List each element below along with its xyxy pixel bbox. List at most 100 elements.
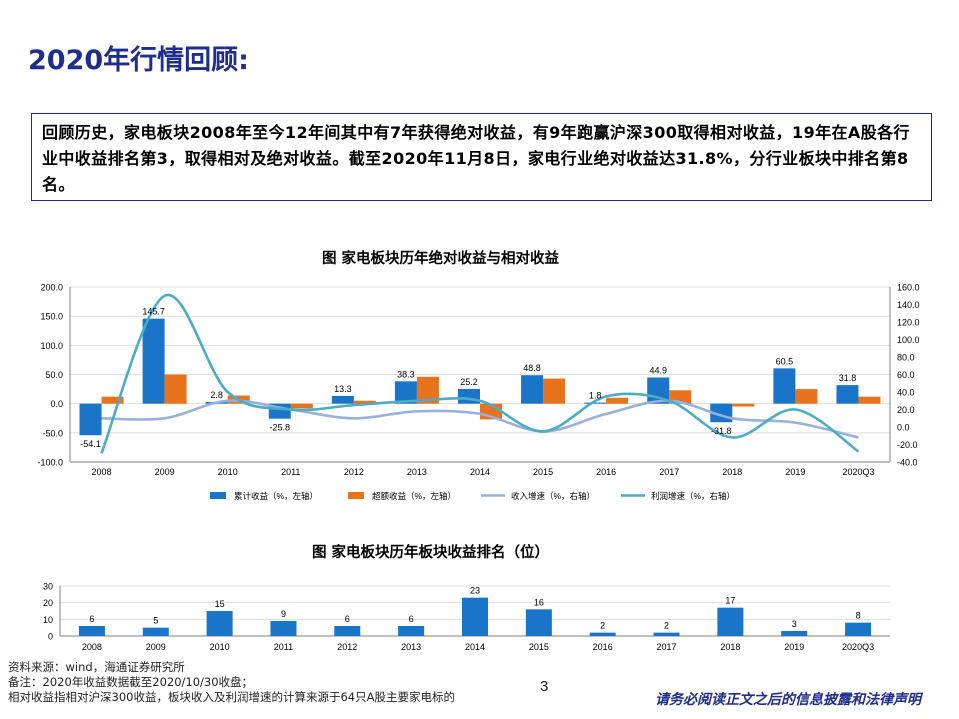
bar-cumulative-return — [79, 403, 102, 436]
y2-tick-label: 140.0 — [897, 300, 920, 310]
footnote-source: 资料来源：wind，海通证券研究所 — [8, 660, 185, 674]
data-label: -31.8 — [711, 426, 732, 436]
x-tick-label: 2008 — [92, 467, 112, 477]
y2-tick-label: 0.0 — [897, 423, 910, 433]
data-label: 31.8 — [839, 373, 857, 383]
y-tick-label: 0 — [48, 632, 53, 642]
y-tick-label: -100.0 — [37, 458, 63, 468]
page-title: 2020年行情回顾: — [28, 45, 249, 76]
x-tick-label: 2017 — [659, 467, 679, 477]
legend-label: 利润增速（%，右轴） — [651, 491, 735, 501]
data-label: 38.3 — [397, 369, 415, 379]
data-label: 16 — [534, 597, 544, 607]
bar-excess-return — [795, 389, 818, 404]
x-tick-label: 2018 — [720, 642, 740, 652]
data-label: 25.2 — [460, 377, 478, 387]
x-tick-label: 2016 — [593, 642, 613, 652]
x-tick-label: 2009 — [155, 467, 175, 477]
y-tick-label: 30 — [43, 582, 53, 592]
y-tick-label: 10 — [43, 615, 53, 625]
x-tick-label: 2010 — [218, 467, 238, 477]
bar-excess-return — [606, 397, 629, 404]
data-label: 60.5 — [776, 356, 794, 366]
y-tick-label: -50.0 — [42, 428, 63, 438]
bar-ranking — [462, 597, 488, 636]
line-revenue-growth — [101, 399, 859, 439]
line-profit-growth — [100, 293, 860, 454]
bar-ranking — [334, 626, 361, 636]
bar-ranking — [845, 622, 872, 636]
x-tick-label: 2009 — [146, 642, 166, 652]
bar-excess-return — [543, 378, 566, 404]
y-tick-label: 150.0 — [40, 312, 63, 322]
data-label: 5 — [153, 616, 158, 626]
y2-tick-label: 100.0 — [897, 335, 920, 345]
legend-label: 收入增速（%，右轴） — [511, 491, 595, 501]
y-tick-label: 100.0 — [40, 341, 63, 351]
bar-cumulative-return — [836, 385, 859, 404]
bar-excess-return — [732, 403, 755, 407]
x-tick-label: 2012 — [344, 467, 364, 477]
x-tick-label: 2013 — [407, 467, 427, 477]
data-label: 44.9 — [649, 365, 667, 375]
bar-ranking — [653, 632, 680, 636]
bar-excess-return — [101, 396, 124, 404]
x-tick-label: 2016 — [596, 467, 616, 477]
y2-tick-label: 60.0 — [897, 370, 915, 380]
bar-cumulative-return — [394, 381, 417, 404]
data-label: 2.8 — [210, 390, 223, 400]
x-tick-label: 2018 — [722, 467, 742, 477]
data-label: 2 — [664, 621, 669, 631]
x-tick-label: 2010 — [210, 642, 230, 652]
x-tick-label: 2020Q3 — [842, 467, 874, 477]
footnote-note2: 相对收益指相对沪深300收益，板块收入及利润增速的计算来源于64只A股主要家电标… — [8, 690, 455, 704]
bar-excess-return — [353, 400, 376, 404]
data-label: 145.7 — [142, 307, 165, 317]
y-tick-label: 200.0 — [40, 283, 63, 293]
y-tick-label: 50.0 — [45, 370, 63, 380]
bar-ranking — [270, 621, 297, 636]
bar-excess-return — [858, 396, 881, 404]
data-label: 8 — [856, 611, 861, 621]
x-tick-label: 2019 — [784, 642, 804, 652]
data-label: 3 — [792, 619, 797, 629]
summary-box: 回顾历史，家电板块2008年至今12年间其中有7年获得绝对收益，有9年跑赢沪深3… — [31, 113, 932, 201]
y2-tick-label: 20.0 — [897, 405, 915, 415]
data-label: 13.3 — [334, 384, 352, 394]
x-tick-label: 2020Q3 — [842, 642, 874, 652]
bar-excess-return — [164, 374, 187, 404]
x-tick-label: 2011 — [281, 467, 300, 477]
bar-ranking — [781, 631, 808, 636]
legend-label: 超额收益（%，左轴） — [372, 491, 456, 501]
bar-cumulative-return — [521, 375, 544, 404]
data-label: 2 — [600, 621, 605, 631]
y2-tick-label: 120.0 — [897, 318, 920, 328]
data-label: 6 — [409, 614, 414, 624]
data-label: 6 — [89, 614, 94, 624]
legend-swatch — [348, 492, 364, 499]
bar-cumulative-return — [458, 388, 480, 404]
returns-chart: -100.0 -50.0 0.0 50.0 100.0 150.0 200.0 -40.0 -2… — [37, 283, 920, 478]
y2-tick-label: 160.0 — [897, 283, 920, 293]
summary-text: 回顾历史，家电板块2008年至今12年间其中有7年获得绝对收益，有9年跑赢沪深3… — [42, 123, 910, 194]
bar-cumulative-return — [142, 318, 165, 404]
chart1-title: 图 家电板块历年绝对收益与相对收益 — [322, 251, 560, 267]
bar-ranking — [589, 632, 616, 636]
data-label: 23 — [470, 586, 480, 596]
x-tick-label: 2015 — [529, 642, 549, 652]
bar-ranking — [398, 626, 425, 636]
bar-ranking — [142, 627, 169, 636]
y2-tick-label: 40.0 — [897, 388, 915, 398]
x-tick-label: 2008 — [82, 642, 102, 652]
disclaimer: 请务必阅读正文之后的信息披露和法律声明 — [655, 692, 921, 708]
bar-excess-return — [416, 376, 439, 404]
x-tick-label: 2012 — [337, 642, 357, 652]
bar-ranking — [717, 607, 744, 636]
bar-cumulative-return — [331, 395, 354, 404]
data-label: 17 — [725, 596, 735, 606]
data-label: 15 — [215, 599, 225, 609]
bar-excess-return — [290, 403, 313, 409]
legend-label: 累计收益（%，左轴） — [234, 491, 318, 501]
bar-cumulative-return — [584, 402, 607, 404]
x-tick-label: 2011 — [274, 642, 293, 652]
